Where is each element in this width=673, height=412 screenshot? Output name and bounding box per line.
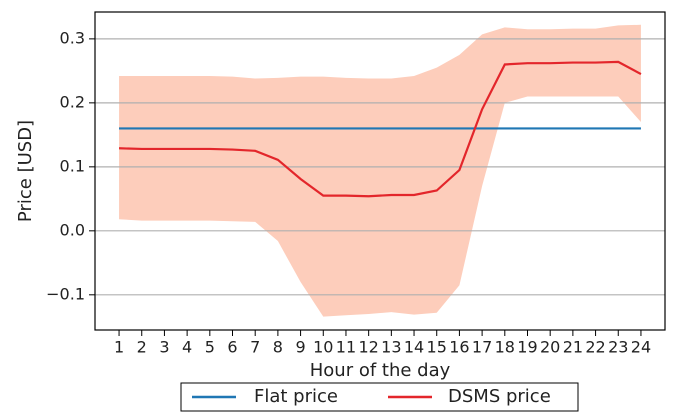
x-tick-label: 23	[608, 338, 628, 357]
x-tick-label: 24	[631, 338, 651, 357]
line	[119, 60, 642, 198]
x-tick-label: 11	[336, 338, 356, 357]
y-axis-label: Price [USD]	[15, 120, 36, 222]
y-tick-label: 0.0	[60, 220, 85, 239]
y-tick-label: 0.3	[60, 28, 85, 47]
x-tick-label: 9	[295, 338, 305, 357]
x-tick-label: 7	[250, 338, 260, 357]
x-tick-label: 19	[517, 338, 537, 357]
x-tick-label: 22	[585, 338, 605, 357]
x-tick-label: 15	[427, 338, 447, 357]
x-tick-label: 16	[449, 338, 469, 357]
x-tick-label: 6	[227, 338, 237, 357]
x-tick-label: 14	[404, 338, 424, 357]
x-tick-label: 21	[563, 338, 583, 357]
x-tick-label: 2	[137, 338, 147, 357]
x-axis-label: Hour of the day	[310, 360, 451, 381]
legend: Flat price DSMS price	[180, 382, 579, 412]
x-tick-label: 8	[273, 338, 283, 357]
legend-label: Flat price	[254, 386, 338, 407]
x-tick-label: 13	[381, 338, 401, 357]
x-tick-label: 10	[313, 338, 333, 357]
x-tick-label: 18	[495, 338, 515, 357]
x-tick-label: 1	[114, 338, 124, 357]
legend-label: DSMS price	[448, 386, 551, 407]
x-tick-label: 20	[540, 338, 560, 357]
x-tick-label: 4	[182, 338, 192, 357]
y-tick-label: 0.1	[60, 156, 85, 175]
x-tick-label: 3	[159, 338, 169, 357]
legend-box	[180, 382, 579, 412]
band	[119, 24, 641, 317]
x-tick-label: 5	[205, 338, 215, 357]
plot-frame	[94, 11, 666, 331]
y-tick-label: 0.2	[60, 92, 85, 111]
x-tick-label: 12	[358, 338, 378, 357]
x-tick-label: 17	[472, 338, 492, 357]
y-tick-label: −0.1	[46, 284, 85, 303]
